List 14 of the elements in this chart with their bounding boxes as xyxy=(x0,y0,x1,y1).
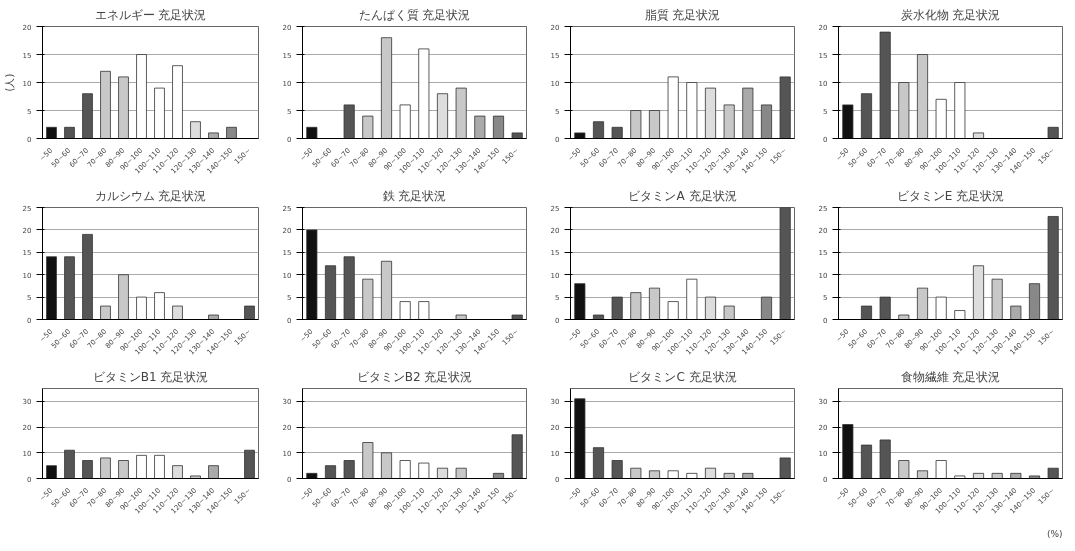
chart-title: カルシウム 充足状況 xyxy=(94,188,207,203)
chart-title: 脂質 充足状況 xyxy=(644,7,721,22)
chart-title: ビタミンE 充足状況 xyxy=(896,188,1005,203)
chart-title: 炭水化物 充足状況 xyxy=(900,7,1001,22)
chart-title: エネルギー 充足状況 xyxy=(94,7,207,22)
chart-title: ビタミンB1 充足状況 xyxy=(92,369,209,384)
y-axis-title: (人) xyxy=(3,73,15,92)
chart-title: たんぱく質 充足状況 xyxy=(358,7,471,22)
chart-title: 鉄 充足状況 xyxy=(382,188,447,203)
chart-title: ビタミンC 充足状況 xyxy=(628,369,737,384)
chart-title: ビタミンA 充足状況 xyxy=(628,188,737,203)
text: (%) xyxy=(1046,528,1063,539)
chart-title: 食物繊維 充足状況 xyxy=(900,369,1001,384)
chart-title: ビタミンB2 充足状況 xyxy=(356,369,473,384)
